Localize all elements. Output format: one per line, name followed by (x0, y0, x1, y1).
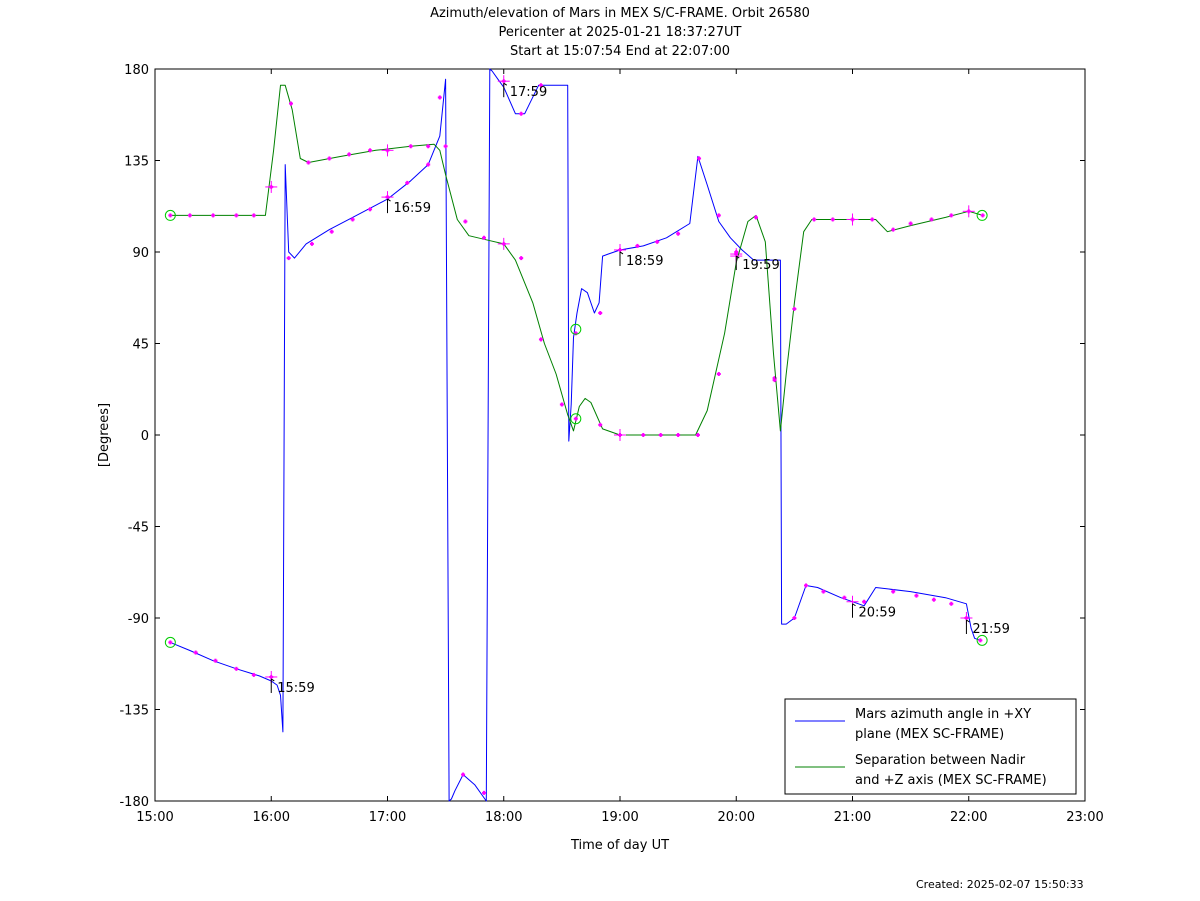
legend: Mars azimuth angle in +XY plane (MEX SC-F… (784, 698, 1077, 795)
series-group (164, 68, 988, 802)
annotation-label: 19:59 (742, 258, 779, 273)
chart-title-line: Pericenter at 2025-01-21 18:37:27UT (498, 25, 741, 40)
x-tick-label: 17:00 (369, 810, 406, 825)
chart-title-line: Azimuth/elevation of Mars in MEX S/C-FRA… (430, 6, 810, 21)
x-tick-label: 16:00 (253, 810, 290, 825)
annotation-hook (619, 251, 624, 255)
x-axis-label: Time of day UT (570, 838, 669, 853)
y-tick-label: -135 (119, 704, 149, 719)
x-tick-label: 15:00 (136, 810, 173, 825)
chart-title: Azimuth/elevation of Mars in MEX S/C-FRA… (430, 6, 810, 59)
y-tick-label: -90 (128, 612, 149, 627)
plot-series (164, 68, 988, 802)
y-tick-label: 90 (132, 246, 149, 261)
series-line (170, 84, 983, 436)
y-tick-label: -180 (119, 795, 149, 810)
y-tick-label: 135 (124, 155, 149, 170)
annotation-hook (503, 82, 508, 86)
created-timestamp: Created: 2025-02-07 15:50:33 (916, 878, 1084, 891)
time-annotations: 15:59 16:59 17:59 18:59 19:59 20:59 21:59 (270, 82, 1010, 696)
annotation-label: 20:59 (859, 606, 896, 621)
legend-label: and +Z axis (MEX SC-FRAME) (855, 773, 1047, 788)
endpoint-circle (164, 209, 176, 221)
legend-label: plane (MEX SC-FRAME) (855, 727, 1004, 742)
annotation-label: 21:59 (972, 622, 1009, 637)
x-tick-label: 22:00 (950, 810, 987, 825)
annotation-label: 16:59 (394, 201, 431, 216)
x-tick-label: 18:00 (485, 810, 522, 825)
endpoint-circle (976, 209, 988, 221)
annotation-hook (387, 198, 391, 202)
y-tick-label: 0 (141, 429, 149, 444)
x-tick-label: 20:00 (718, 810, 755, 825)
endpoint-circle (164, 636, 176, 648)
annotation-label: 17:59 (510, 85, 547, 100)
endpoint-circle (976, 634, 988, 646)
chart-title-line: Start at 15:07:54 End at 22:07:00 (510, 44, 730, 59)
y-axis-label: [Degrees] (97, 403, 112, 467)
x-tick-label: 19:00 (601, 810, 638, 825)
annotation-label: 18:59 (626, 254, 663, 269)
annotation-hook (735, 255, 740, 259)
annotation-label: 15:59 (277, 681, 314, 696)
legend-label: Mars azimuth angle in +XY (855, 707, 1031, 722)
series-line (170, 68, 981, 802)
y-tick-label: 180 (124, 63, 149, 78)
endpoint-circle (570, 323, 582, 335)
annotation-hook (270, 678, 275, 682)
y-tick-label: -45 (128, 521, 149, 536)
legend-box (784, 698, 1077, 795)
y-tick-label: 45 (132, 338, 149, 353)
endpoint-circle (570, 413, 582, 425)
series-group (164, 84, 988, 441)
annotation-hook (966, 619, 970, 623)
annotation-hook (852, 603, 856, 607)
x-tick-label: 23:00 (1066, 810, 1103, 825)
x-tick-label: 21:00 (834, 810, 871, 825)
legend-label: Separation between Nadir (855, 753, 1026, 768)
plot-axes: 15:00 16:00 17:00 18:00 19:00 20:00 21:00 22:00… (97, 63, 1104, 853)
